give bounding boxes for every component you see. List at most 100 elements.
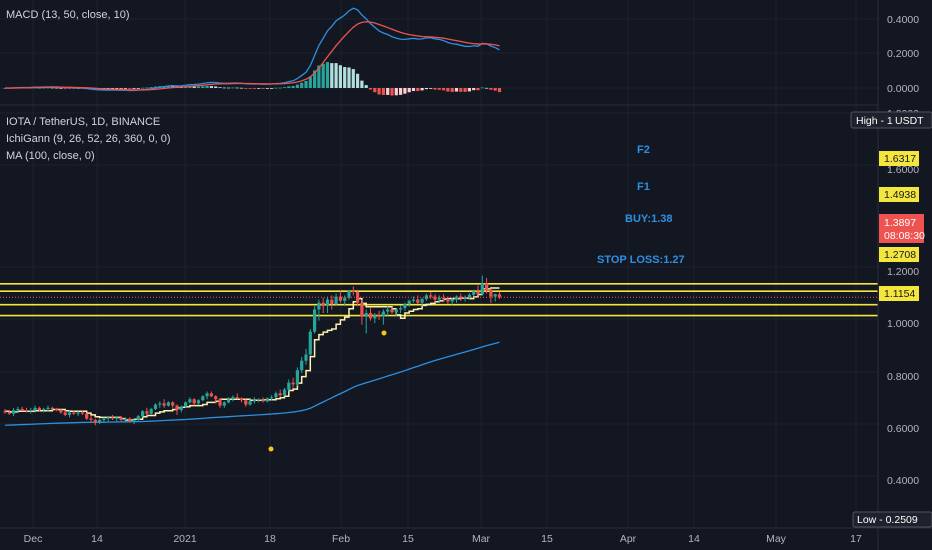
candle-body (196, 400, 201, 404)
macd-bar (110, 88, 115, 89)
macd-bar (227, 87, 231, 89)
macd-bar (261, 88, 265, 89)
macd-tick: 0.4000 (887, 14, 919, 26)
horizontal-levels (0, 282, 878, 317)
candle (175, 404, 179, 415)
macd-bar (218, 87, 222, 88)
macd-bar (201, 86, 205, 88)
candle (3, 408, 7, 414)
candle (321, 297, 325, 314)
candle-body (334, 296, 338, 305)
candle-body (89, 418, 93, 420)
macd-bar (446, 88, 450, 92)
macd-bar (381, 88, 385, 95)
candle-body (407, 300, 411, 305)
gridlines (0, 0, 878, 528)
candle-body (360, 302, 364, 317)
candle-body (235, 397, 239, 399)
candle-body (20, 408, 24, 411)
macd-bar (343, 67, 347, 88)
candle (141, 410, 145, 418)
candle (463, 295, 467, 302)
candle-body (325, 299, 330, 307)
candle (244, 399, 248, 407)
candle-body (231, 397, 235, 400)
macd-bar (356, 73, 360, 88)
candle-body (433, 296, 437, 300)
signal-dot (381, 330, 387, 336)
candle (166, 401, 170, 407)
price-tick: 1.6000 (887, 164, 919, 176)
macd-bar (399, 88, 403, 95)
candle-body (158, 403, 162, 405)
annotation-stop-loss: STOP LOSS:1.27 (597, 254, 685, 266)
candle-body (485, 283, 489, 291)
candle-body (24, 410, 29, 412)
candle (356, 289, 360, 307)
macd-bar (411, 88, 416, 92)
macd-bar (437, 88, 441, 90)
price-axis[interactable] (878, 0, 932, 550)
time-label: Dec (24, 533, 43, 545)
candle-body (214, 396, 218, 400)
candle-body (497, 294, 502, 298)
macd-bar (485, 87, 489, 89)
candle-body (351, 290, 355, 292)
candle-body (304, 354, 308, 361)
candle-body (175, 405, 179, 411)
candle-body (386, 309, 390, 312)
macd-bar (472, 88, 476, 91)
candle-body (136, 416, 140, 420)
macd-bar (205, 85, 209, 88)
candle (442, 294, 446, 302)
last-price-badge: 1.3897 08:08:30 (879, 214, 925, 243)
time-label: 17 (850, 533, 862, 545)
macd-bar (493, 88, 497, 91)
candle (239, 397, 244, 403)
high-badge (850, 111, 932, 129)
candle-body (399, 308, 403, 310)
candle (20, 406, 24, 412)
candle (115, 416, 119, 422)
macd-bar (55, 87, 59, 89)
candle-body (42, 408, 46, 411)
candle-body (282, 389, 287, 396)
candle (214, 395, 218, 404)
candle (467, 293, 471, 300)
candle-body (115, 417, 119, 419)
macd-bar (433, 88, 437, 90)
candle-body (3, 411, 7, 413)
macd-bar (141, 87, 145, 89)
candle-body (141, 411, 145, 417)
candle-body (33, 407, 37, 411)
candle (50, 406, 54, 411)
low-badge-label: Low - 0.2509 (857, 514, 918, 526)
candle-body (493, 294, 497, 297)
macd-bar (386, 88, 390, 95)
annotation-f2: F2 (637, 144, 650, 156)
candle-body (403, 304, 407, 309)
candle-body (265, 398, 269, 402)
candle-body (46, 407, 50, 409)
candle-body (63, 412, 67, 415)
macd-axis-ticks: 0.4000 0.2000 0.0000 (887, 14, 919, 95)
macd-bar (424, 88, 428, 90)
macd-bar (257, 88, 261, 89)
candle-body (390, 309, 394, 313)
candle-body (437, 297, 441, 300)
time-axis[interactable]: Dec 14 2021 18 Feb 15 Mar 15 Apr 14 May … (24, 533, 862, 545)
low-badge (852, 511, 932, 528)
macd-bar (321, 63, 325, 88)
candle (394, 308, 398, 317)
candle (98, 418, 102, 424)
candle (102, 417, 106, 423)
candle (489, 288, 493, 303)
macd-bar (489, 88, 493, 90)
candle (437, 295, 441, 303)
ichigann-legend: IchiGann (9, 26, 52, 26, 360, 0, 0) (6, 133, 171, 145)
candle (123, 417, 127, 423)
candle-body (93, 419, 97, 423)
time-label: 15 (402, 533, 414, 545)
candle (485, 277, 489, 294)
